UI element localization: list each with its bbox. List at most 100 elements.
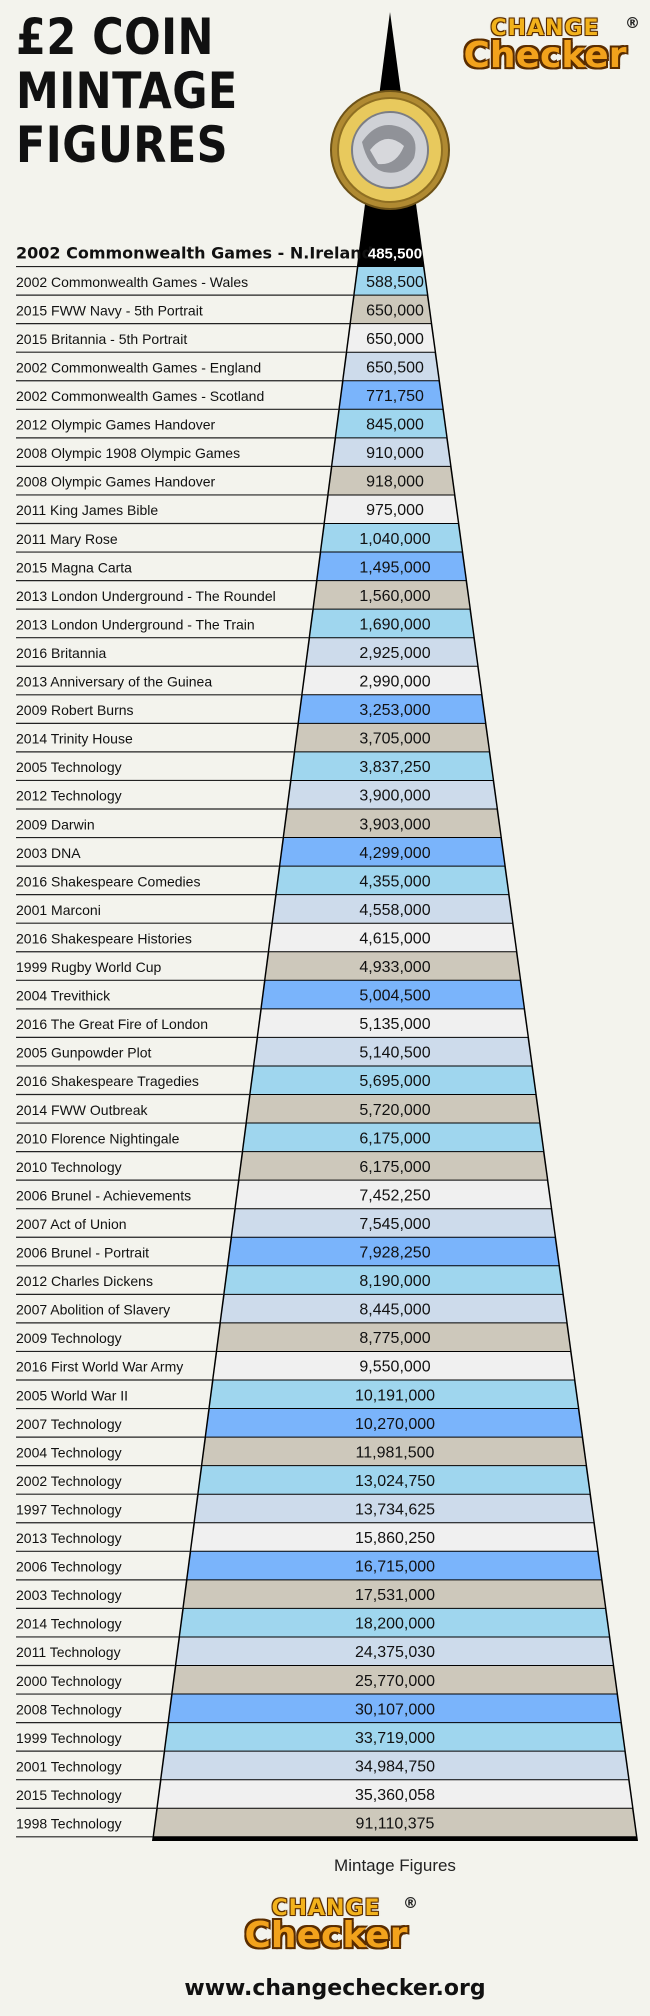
bar-row-43 (198, 1466, 590, 1494)
category-label: 2002 Commonwealth Games - Wales (16, 274, 248, 290)
category-label: 2006 Brunel - Achievements (16, 1187, 191, 1203)
bar-row-20 (284, 809, 501, 838)
x-axis-label: Mintage Figures (334, 1856, 456, 1875)
value-label: 3,903,000 (359, 816, 430, 833)
value-label: 16,715,000 (355, 1559, 435, 1576)
category-label: 2015 FWW Navy - 5th Portrait (16, 302, 203, 318)
value-label: 35,360,058 (355, 1787, 435, 1804)
category-label: 1998 Technology (16, 1816, 122, 1832)
value-label: 1,040,000 (359, 531, 430, 548)
value-label: 485,500 (368, 245, 422, 262)
category-label: 2000 Technology (16, 1673, 122, 1689)
category-label: 2016 Britannia (16, 645, 107, 661)
logo-line-2: Checker (463, 35, 627, 76)
bar-row-38 (217, 1323, 571, 1351)
value-label: 1,690,000 (359, 616, 430, 633)
value-label: 5,135,000 (359, 1016, 430, 1033)
category-label: 1999 Technology (16, 1730, 122, 1746)
rows-layer: 2002 Commonwealth Games - N.Ireland485,5… (16, 12, 638, 1841)
registered-mark: ® (625, 14, 640, 32)
website-link[interactable]: www.changechecker.org (184, 1976, 486, 2001)
bar-row-50 (172, 1666, 617, 1694)
bar-row-45 (191, 1523, 598, 1551)
bar-row-19 (287, 780, 497, 809)
bar-row-33 (235, 1180, 551, 1209)
value-label: 910,000 (366, 445, 424, 462)
category-label: 2012 Olympic Games Handover (16, 417, 216, 433)
value-label: 918,000 (366, 474, 424, 491)
value-label: 8,190,000 (359, 1273, 430, 1290)
bar-row-32 (239, 1152, 547, 1180)
category-label: 2002 Commonwealth Games - Scotland (16, 388, 264, 404)
value-label: 30,107,000 (355, 1701, 435, 1718)
category-label: 1999 Rugby World Cup (16, 959, 161, 975)
category-label: 2009 Darwin (16, 816, 95, 832)
change-checker-logo-footer[interactable]: CHANGE Checker ® (236, 1894, 418, 1956)
bar-row-39 (213, 1351, 574, 1380)
category-label: 2011 King James Bible (16, 502, 158, 518)
category-label: 2002 Commonwealth Games - England (16, 359, 261, 375)
bar-row-5 (339, 381, 443, 409)
bar-row-36 (224, 1266, 563, 1294)
bar-row-29 (250, 1066, 536, 1094)
value-label: 3,900,000 (359, 788, 430, 805)
category-label: 2001 Marconi (16, 902, 101, 918)
logo-line-2: Checker (244, 1915, 408, 1956)
value-label: 650,000 (366, 331, 424, 348)
title-line: £2 COIN (16, 8, 214, 66)
bar-row-30 (246, 1095, 540, 1123)
value-label: 8,445,000 (359, 1302, 430, 1319)
bar-row-51 (168, 1694, 621, 1723)
value-label: 34,984,750 (355, 1758, 435, 1775)
value-label: 2,990,000 (359, 674, 430, 691)
value-label: 4,615,000 (359, 930, 430, 947)
category-label: 2007 Act of Union (16, 1216, 127, 1232)
bar-row-1 (354, 267, 427, 295)
category-label: 2005 Gunpowder Plot (16, 1045, 152, 1061)
bar-row-46 (187, 1551, 602, 1580)
category-label: 2008 Technology (16, 1701, 122, 1717)
category-label: 2005 World War II (16, 1387, 128, 1403)
value-label: 10,191,000 (355, 1387, 435, 1404)
bar-row-47 (183, 1580, 605, 1608)
category-label: 2013 Anniversary of the Guinea (16, 674, 212, 690)
bar-row-18 (291, 752, 493, 780)
mintage-chart: 2002 Commonwealth Games - N.Ireland485,5… (16, 12, 638, 1841)
category-label: 2002 Technology (16, 1473, 122, 1489)
value-label: 6,175,000 (359, 1130, 430, 1147)
bar-row-8 (328, 466, 454, 495)
category-label: 2001 Technology (16, 1758, 122, 1774)
category-label: 2007 Technology (16, 1416, 122, 1432)
category-label: 2008 Olympic Games Handover (16, 474, 216, 490)
category-label: 2011 Technology (16, 1644, 121, 1660)
value-label: 18,200,000 (355, 1616, 435, 1633)
value-label: 6,175,000 (359, 1159, 430, 1176)
logo-line-1: CHANGE (490, 16, 600, 41)
bar-row-53 (161, 1751, 629, 1780)
category-label: 1997 Technology (16, 1501, 122, 1517)
bar-row-42 (202, 1437, 586, 1466)
value-label: 771,750 (366, 388, 424, 405)
category-label: 2012 Charles Dickens (16, 1273, 153, 1289)
value-label: 2,925,000 (359, 645, 430, 662)
bar-row-3 (347, 324, 435, 352)
bar-row-21 (280, 838, 505, 866)
bar-row-10 (321, 524, 462, 552)
category-label: 2014 Technology (16, 1616, 122, 1632)
value-label: 13,734,625 (355, 1501, 435, 1518)
category-label: 2016 The Great Fire of London (16, 1016, 208, 1032)
bar-row-23 (272, 895, 513, 923)
category-label: 2005 Technology (16, 759, 122, 775)
logo-line-1: CHANGE (271, 1896, 381, 1921)
value-label: 650,000 (366, 302, 424, 319)
value-label: 5,140,500 (359, 1045, 430, 1062)
registered-mark: ® (403, 1894, 418, 1912)
value-label: 10,270,000 (355, 1416, 435, 1433)
category-label: 2007 Abolition of Slavery (16, 1302, 170, 1318)
category-label: 2015 Technology (16, 1787, 122, 1803)
category-label: 2003 Technology (16, 1587, 122, 1603)
change-checker-logo[interactable]: CHANGE Checker ® (452, 14, 640, 76)
bar-row-54 (157, 1780, 633, 1808)
bar-row-44 (194, 1494, 594, 1523)
value-label: 1,495,000 (359, 559, 430, 576)
